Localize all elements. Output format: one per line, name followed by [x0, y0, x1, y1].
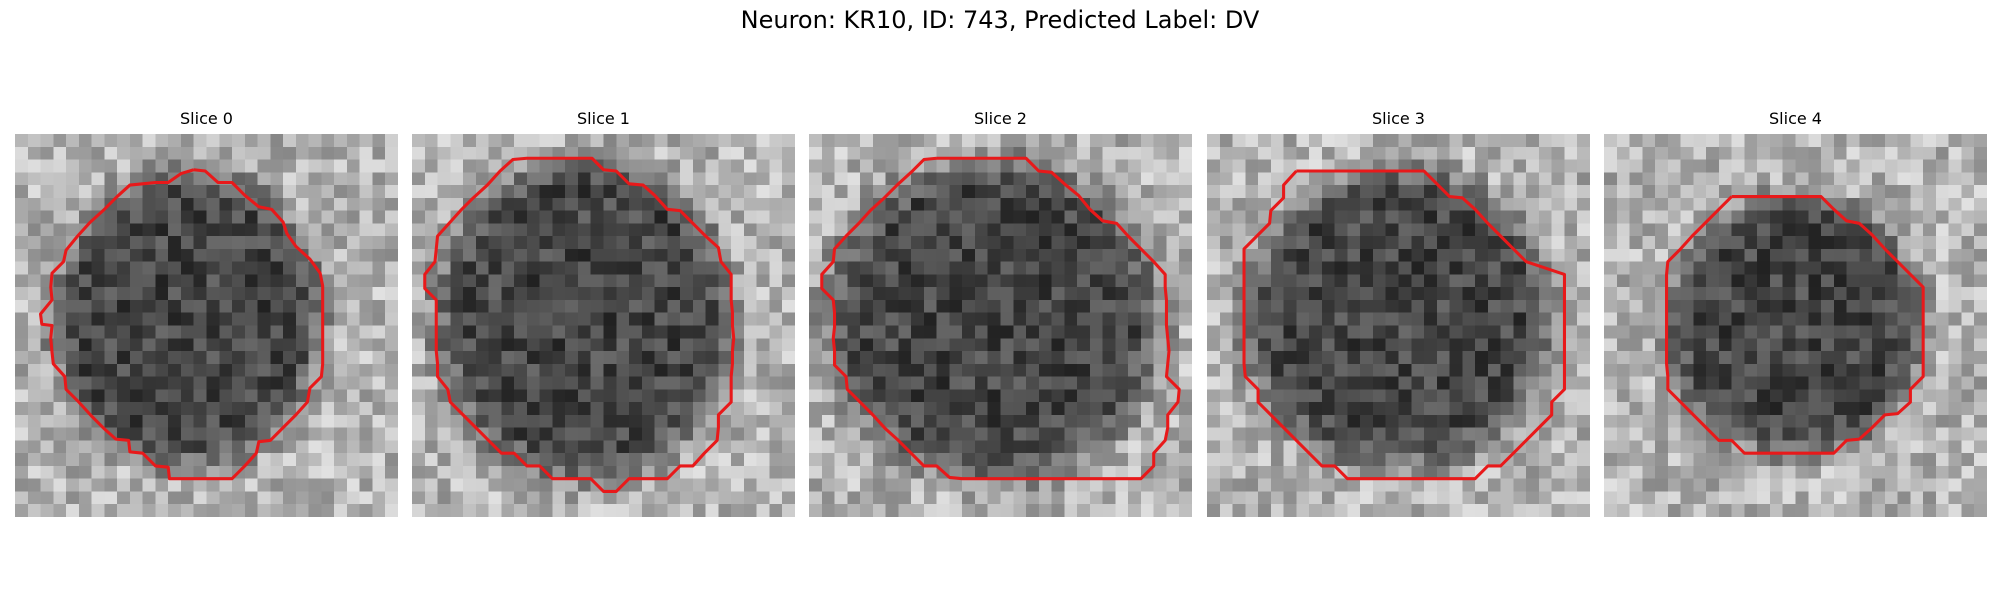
- grayscale-slice-image: [15, 134, 398, 517]
- slice-panel-3: Slice 3: [1207, 108, 1590, 517]
- cell-contour-outline: [820, 156, 1181, 481]
- slice-image: [1207, 134, 1590, 517]
- cell-contour-outline: [1242, 169, 1566, 481]
- figure-title: Neuron: KR10, ID: 743, Predicted Label: …: [740, 6, 1260, 34]
- slice-title: Slice 0: [180, 109, 233, 128]
- slice-panel-2: Slice 2: [809, 108, 1192, 517]
- cell-contour-outline: [1665, 195, 1925, 455]
- cell-contour-outline: [39, 168, 325, 481]
- slice-image: [412, 134, 795, 517]
- slice-image: [15, 134, 398, 517]
- slice-title: Slice 1: [577, 109, 630, 128]
- slice-image: [1604, 134, 1987, 517]
- cell-contour-outline: [423, 156, 736, 493]
- slice-title: Slice 3: [1372, 109, 1425, 128]
- slice-title: Slice 4: [1769, 109, 1822, 128]
- slice-title: Slice 2: [974, 109, 1027, 128]
- slice-panel-1: Slice 1: [412, 108, 795, 517]
- grayscale-slice-image: [1207, 134, 1590, 517]
- grayscale-slice-image: [809, 134, 1192, 517]
- slice-panel-4: Slice 4: [1604, 108, 1987, 517]
- slice-image: [809, 134, 1192, 517]
- slice-panel-0: Slice 0: [15, 108, 398, 517]
